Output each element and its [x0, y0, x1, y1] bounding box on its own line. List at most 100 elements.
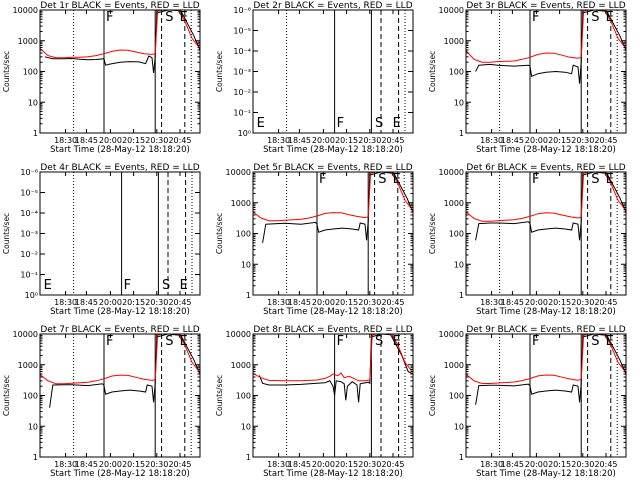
ytick-label: 10⁻¹ [233, 109, 251, 118]
marker-label: S [375, 116, 383, 131]
xtick-label: 20:15 [548, 298, 571, 307]
ytick-label: 10 [241, 422, 251, 431]
marker-label: S [591, 172, 599, 187]
marker-label: F [532, 172, 539, 187]
xtick-label: 18:30 [267, 298, 290, 307]
xtick-label: 18:45 [75, 136, 98, 145]
xtick-label: 20:15 [548, 136, 571, 145]
marker-label: E [180, 278, 188, 293]
panel-title: Det 4r BLACK = Events, RED = LLD [40, 163, 199, 173]
panel-series [466, 172, 626, 241]
ytick-label: 10⁻⁶ [233, 6, 251, 15]
panel-title: Det 3r BLACK = Events, RED = LLD [466, 1, 625, 11]
y-axis-label: Counts/sec [428, 375, 437, 416]
xtick-label: 20:30 [571, 460, 594, 469]
xtick-label: 18:45 [288, 136, 311, 145]
xtick-label: 20:00 [99, 136, 122, 145]
series-events-line [475, 172, 626, 241]
marker-label: F [124, 278, 131, 293]
panel-title: Det 2r BLACK = Events, RED = LLD [253, 1, 412, 11]
series-lld-line [253, 334, 413, 382]
ytick-label: 10000 [439, 168, 464, 177]
ytick-label: 1000 [18, 361, 38, 370]
panel-series [40, 10, 200, 73]
marker-label: S [165, 334, 173, 349]
xtick-label: 20:45 [594, 136, 617, 145]
xtick-label: 18:30 [480, 298, 503, 307]
ytick-label: 1000 [444, 37, 464, 46]
series-lld-line [466, 10, 626, 63]
ytick-label: 1000 [231, 199, 251, 208]
xtick-label: 20:45 [381, 298, 404, 307]
xtick-label: 18:45 [75, 460, 98, 469]
x-axis-label: Start Time (28-May-12 18:18:20) [50, 307, 190, 317]
x-axis-label: Start Time (28-May-12 18:18:20) [476, 307, 616, 317]
xtick-label: 20:30 [358, 460, 381, 469]
marker-label: E [606, 172, 614, 187]
ytick-label: 10⁻² [233, 88, 251, 97]
xtick-label: 20:00 [99, 298, 122, 307]
ytick-label: 100 [449, 68, 464, 77]
xtick-label: 20:15 [122, 136, 145, 145]
panel-series [466, 334, 626, 405]
marker-label: F [337, 116, 344, 131]
marker-label: E [393, 334, 401, 349]
marker-label: S [591, 10, 599, 25]
ytick-label: 10⁰ [25, 291, 38, 300]
x-axis-label: Start Time (28-May-12 18:18:20) [263, 145, 403, 155]
ytick-label: 10 [241, 260, 251, 269]
panel-title: Det 6r BLACK = Events, RED = LLD [466, 163, 625, 173]
xtick-label: 20:45 [168, 460, 191, 469]
xtick-label: 20:15 [122, 460, 145, 469]
marker-label: S [591, 334, 599, 349]
ytick-label: 100 [236, 230, 251, 239]
y-axis-label: Counts/sec [215, 51, 224, 92]
series-lld-line [40, 10, 200, 59]
marker-label: S [165, 10, 173, 25]
xtick-label: 20:45 [381, 460, 404, 469]
series-events-line [258, 334, 413, 403]
panel-title: Det 7r BLACK = Events, RED = LLD [40, 325, 199, 335]
xtick-label: 20:30 [358, 298, 381, 307]
ytick-label: 10 [454, 98, 464, 107]
y-axis-label: Counts/sec [428, 51, 437, 92]
panel-title: Det 8r BLACK = Events, RED = LLD [253, 325, 412, 335]
x-axis-label: Start Time (28-May-12 18:18:20) [263, 469, 403, 479]
ytick-label: 10000 [13, 330, 38, 339]
marker-label: E [606, 334, 614, 349]
xtick-label: 20:30 [571, 136, 594, 145]
ytick-label: 1000 [444, 199, 464, 208]
y-axis-label: Counts/sec [2, 51, 11, 92]
xtick-label: 20:30 [145, 298, 168, 307]
ytick-label: 10 [454, 260, 464, 269]
xtick-label: 20:30 [145, 136, 168, 145]
xtick-label: 20:00 [525, 460, 548, 469]
panel-title: Det 5r BLACK = Events, RED = LLD [253, 163, 412, 173]
xtick-label: 20:15 [335, 298, 358, 307]
xtick-label: 18:45 [75, 298, 98, 307]
series-events-line [475, 10, 626, 84]
marker-label: S [378, 172, 386, 187]
xtick-label: 18:45 [288, 298, 311, 307]
ytick-label: 1 [459, 453, 464, 462]
ytick-label: 10⁻³ [20, 230, 38, 239]
marker-label: F [106, 10, 113, 25]
marker-label: S [162, 278, 170, 293]
xtick-label: 20:30 [358, 136, 381, 145]
ytick-label: 10000 [13, 6, 38, 15]
panel-series [253, 172, 413, 243]
ytick-label: 10⁻⁵ [20, 189, 38, 198]
ytick-label: 1 [33, 453, 38, 462]
x-axis-label: Start Time (28-May-12 18:18:20) [50, 145, 190, 155]
ytick-label: 10⁻³ [233, 68, 251, 77]
y-axis-label: Counts/sec [2, 213, 11, 254]
xtick-label: 20:30 [145, 460, 168, 469]
xtick-label: 18:30 [54, 298, 77, 307]
xtick-label: 20:45 [168, 136, 191, 145]
xtick-label: 18:30 [54, 460, 77, 469]
